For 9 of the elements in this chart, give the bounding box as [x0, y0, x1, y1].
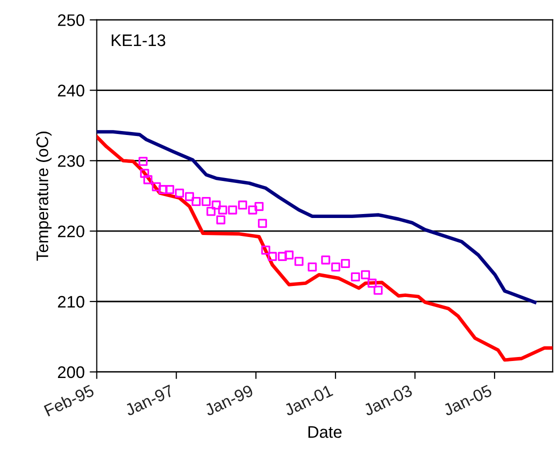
y-tick-label: 220: [58, 225, 84, 238]
y-axis-title: Temperature (oC): [36, 132, 52, 261]
y-tick-label: 210: [58, 296, 84, 308]
y-tick-label: 200: [58, 366, 84, 378]
y-tick-label: 240: [58, 84, 84, 96]
annotation: KE1-13: [112, 34, 166, 46]
x-axis-title: Date: [308, 426, 342, 438]
y-tick-label: 250: [58, 14, 84, 26]
y-tick-label: 230: [58, 155, 84, 167]
